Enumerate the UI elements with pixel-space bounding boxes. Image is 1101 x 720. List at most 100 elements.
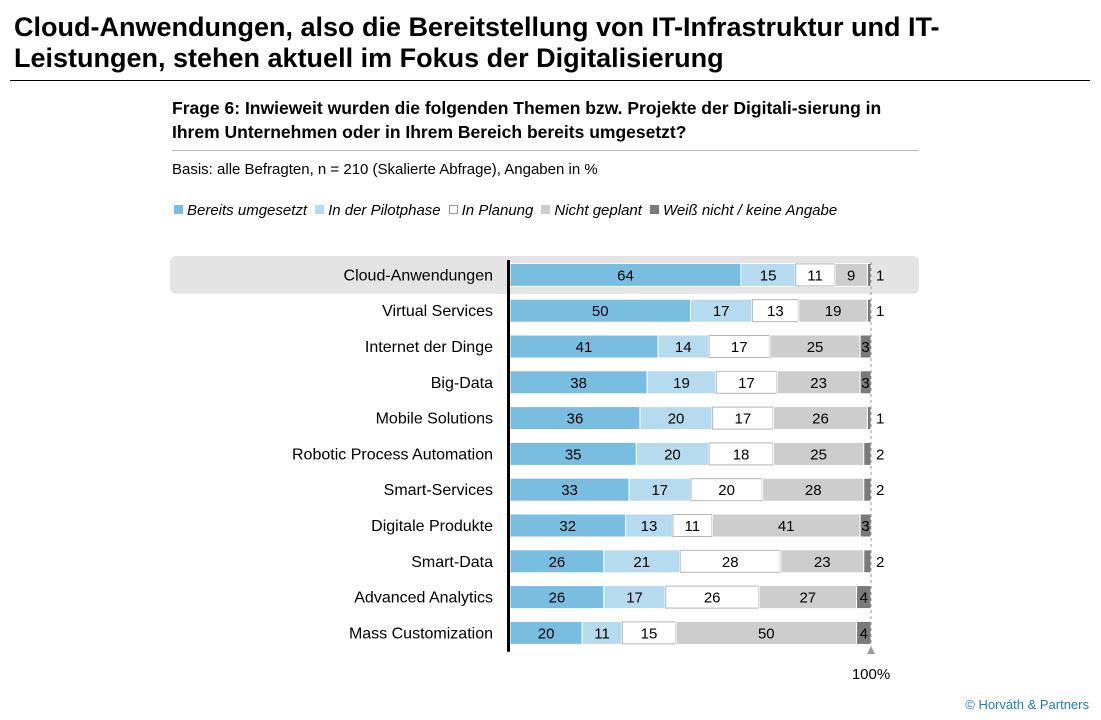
- category-label: Internet der Dinge: [365, 339, 493, 356]
- legend-label: Nicht geplant: [554, 202, 642, 219]
- bar-segment-weiss-nicht-keine-angabe: [863, 477, 872, 502]
- data-label: 36: [567, 411, 584, 428]
- category-label: Smart-Data: [411, 554, 493, 571]
- hundred-percent-label: 100%: [852, 666, 890, 683]
- data-label: 35: [565, 446, 582, 463]
- question-text: Frage 6: Inwieweit wurden die folgenden …: [172, 98, 882, 142]
- bar-segment-weiss-nicht-keine-angabe: [866, 298, 872, 323]
- data-label: 17: [731, 339, 748, 356]
- bar-segment-outline: [715, 370, 778, 394]
- data-label: 41: [778, 518, 795, 535]
- data-label: 26: [704, 590, 721, 607]
- data-label: 2: [876, 482, 884, 499]
- data-label: 11: [685, 518, 701, 535]
- category-label: Robotic Process Automation: [292, 446, 493, 463]
- data-label: 20: [664, 446, 681, 463]
- bar-segment-weiss-nicht-keine-angabe: [856, 585, 872, 610]
- data-label: 4: [860, 625, 868, 642]
- bar-segment-weiss-nicht-keine-angabe: [856, 620, 872, 645]
- data-label: 33: [561, 482, 578, 499]
- data-label: 17: [735, 411, 752, 428]
- category-label: Mass Customization: [349, 625, 493, 642]
- data-label: 32: [559, 518, 576, 535]
- data-label: 41: [576, 339, 593, 356]
- data-label: 2: [876, 446, 884, 463]
- bar-segment-outline: [665, 585, 760, 609]
- bar-segment-outline: [712, 406, 774, 430]
- data-label: 11: [807, 267, 823, 284]
- data-label: 20: [718, 482, 735, 499]
- chart-legend: Bereits umgesetzt In der Pilotphase In Pla…: [174, 202, 845, 219]
- category-label: Mobile Solutions: [376, 411, 493, 428]
- category-label: Big-Data: [431, 375, 493, 392]
- basis-note: Basis: alle Befragten, n = 210 (Skaliert…: [172, 161, 598, 178]
- data-label: 9: [847, 267, 855, 284]
- bar-segment-weiss-nicht-keine-angabe: [859, 513, 872, 538]
- data-label: 21: [633, 554, 650, 571]
- legend-item-in-planung: In Planung: [448, 202, 534, 219]
- legend-swatch: [649, 205, 659, 214]
- data-label: 28: [722, 554, 739, 571]
- legend-item-bereits-umgesetzt: Bereits umgesetzt: [174, 202, 307, 219]
- data-label: 1: [876, 303, 884, 320]
- data-label: 13: [641, 518, 658, 535]
- legend-item-in-der-pilotphase: In der Pilotphase: [315, 202, 441, 219]
- legend-label: Bereits umgesetzt: [187, 202, 308, 219]
- bar-segment-weiss-nicht-keine-angabe: [863, 441, 872, 466]
- category-label: Virtual Services: [382, 303, 493, 320]
- data-label: 20: [538, 625, 555, 642]
- legend-swatch: [541, 205, 551, 214]
- data-label: 25: [807, 339, 824, 356]
- bar-segment-weiss-nicht-keine-angabe: [866, 406, 872, 431]
- data-label: 17: [738, 375, 755, 392]
- data-label: 3: [861, 339, 869, 356]
- category-label: Digitale Produkte: [371, 518, 493, 535]
- copyright-note: © Horváth & Partners: [965, 697, 1089, 712]
- data-label: 19: [673, 375, 690, 392]
- data-label: 19: [825, 303, 842, 320]
- data-label: 26: [549, 554, 566, 571]
- data-label: 38: [570, 375, 587, 392]
- data-label: 14: [675, 339, 692, 356]
- data-label: 64: [617, 267, 634, 284]
- data-label: 20: [668, 411, 685, 428]
- data-label: 17: [651, 482, 668, 499]
- legend-label: In der Pilotphase: [328, 202, 441, 219]
- legend-swatch: [315, 205, 325, 214]
- bar-segment-outline: [679, 549, 781, 573]
- legend-swatch: [174, 205, 183, 214]
- data-label: 26: [549, 590, 566, 607]
- legend-item-nicht-geplant: Nicht geplant: [541, 202, 642, 219]
- data-label: 13: [767, 303, 784, 320]
- legend-swatch: [448, 205, 458, 214]
- data-label: 4: [860, 590, 868, 607]
- category-label: Smart-Services: [384, 482, 493, 499]
- data-label: 23: [814, 554, 831, 571]
- legend-label: Weiß nicht / keine Angabe: [662, 202, 838, 219]
- legend-label: In Planung: [461, 202, 534, 219]
- bar-segment-weiss-nicht-keine-angabe: [866, 262, 872, 287]
- data-label: 50: [758, 625, 775, 642]
- page-title: Cloud-Anwendungen, also die Bereitstellu…: [14, 12, 940, 73]
- data-label: 27: [799, 590, 816, 607]
- legend-item-weiss-nicht-keine-angabe: Weiß nicht / keine Angabe: [649, 202, 838, 219]
- data-label: 2: [876, 554, 884, 571]
- data-label: 26: [812, 411, 829, 428]
- title-divider: [10, 80, 1090, 81]
- category-label: Cloud-Anwendungen: [344, 267, 493, 284]
- data-label: 1: [876, 411, 884, 428]
- data-label: 18: [733, 446, 750, 463]
- hundred-percent-arrow: [867, 646, 875, 654]
- data-label: 3: [861, 518, 869, 535]
- data-label: 17: [713, 303, 730, 320]
- data-label: 28: [805, 482, 822, 499]
- data-label: 15: [641, 625, 658, 642]
- data-label: 11: [594, 625, 610, 642]
- data-label: 17: [626, 590, 643, 607]
- data-label: 1: [876, 267, 884, 284]
- data-label: 3: [861, 375, 869, 392]
- data-label: 50: [592, 303, 609, 320]
- data-label: 25: [810, 446, 827, 463]
- bar-segment-outline: [708, 442, 774, 466]
